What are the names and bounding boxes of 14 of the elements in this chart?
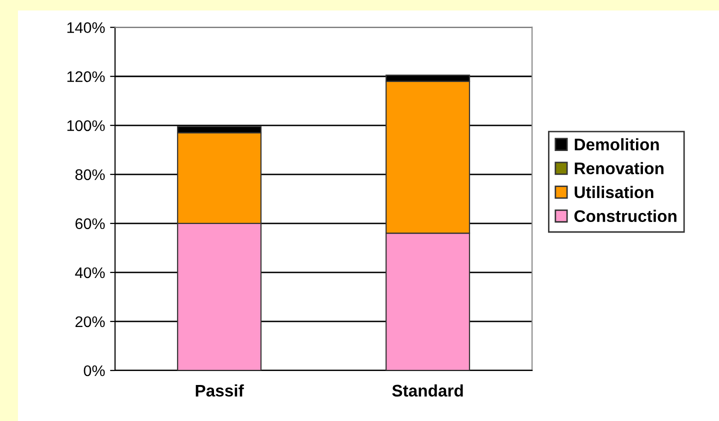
- y-tick-label: 0%: [84, 365, 105, 376]
- x-tick-label: Passif: [196, 384, 244, 397]
- y-tick-label: 120%: [67, 71, 105, 82]
- legend-label: Construction: [574, 210, 676, 222]
- legend-label: Utilisation: [574, 186, 654, 198]
- legend-label: Demolition: [574, 138, 659, 150]
- y-tick-label: 140%: [67, 22, 105, 34]
- y-tick-label: 40%: [75, 267, 105, 278]
- y-tick-label: 60%: [76, 218, 105, 230]
- x-tick-label: Standard: [392, 384, 463, 397]
- y-tick-label: 80%: [75, 169, 105, 180]
- y-tick-label: 20%: [76, 316, 105, 328]
- y-tick-label: 100%: [67, 120, 105, 132]
- legend-label: Renovation: [574, 162, 664, 174]
